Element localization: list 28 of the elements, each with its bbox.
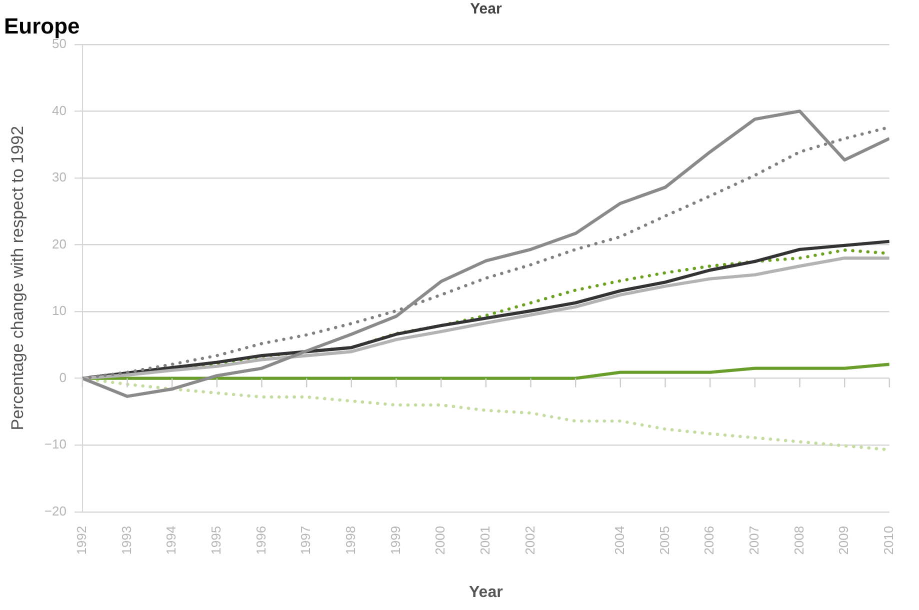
- y-tick-label: 0: [59, 370, 66, 385]
- x-axis-title: Year: [469, 584, 503, 601]
- x-tick-label: 2004: [612, 526, 627, 555]
- x-tick-label: 1996: [253, 526, 268, 555]
- x-tick-label: 2000: [432, 526, 448, 555]
- y-tick-label: 20: [52, 236, 66, 252]
- x-tick-label: 1993: [118, 526, 134, 555]
- y-tick-label: −10: [44, 436, 66, 452]
- x-tick-label: 1994: [164, 526, 179, 555]
- x-tick-label: 1995: [208, 526, 224, 555]
- x-tick-label: 2001: [478, 526, 493, 555]
- x-tick-label: 2006: [702, 526, 717, 555]
- y-tick-label: 40: [52, 102, 66, 118]
- x-tick-label: 1992: [74, 526, 90, 555]
- x-tick-label: 1998: [343, 526, 358, 555]
- y-tick-label: −20: [44, 503, 66, 518]
- x-tick-label: 2010: [880, 526, 896, 555]
- x-tick-label: 2009: [836, 526, 852, 555]
- x-tick-label: 2008: [791, 526, 806, 555]
- y-tick-label: 30: [52, 170, 66, 185]
- x-tick-label: 2007: [746, 526, 762, 555]
- x-tick-label: 2002: [522, 526, 538, 555]
- x2-axis-title: Year: [470, 0, 502, 18]
- x-tick-label: 1999: [388, 526, 403, 555]
- x-tick-label: 1997: [298, 526, 314, 555]
- x-tick-label: 2005: [656, 526, 672, 555]
- y-tick-label: 10: [52, 303, 66, 318]
- y-axis-title: Percentage change with respect to 1992: [8, 126, 27, 430]
